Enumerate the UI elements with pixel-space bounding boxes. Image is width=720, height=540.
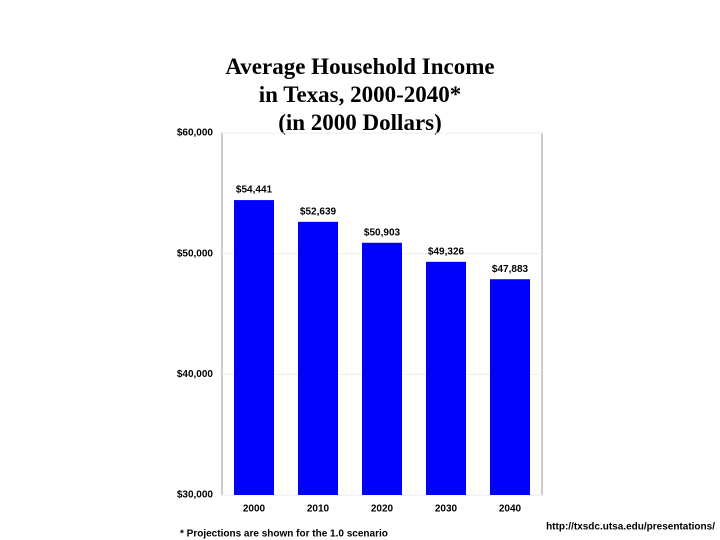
bar xyxy=(234,200,274,495)
bar xyxy=(490,279,530,495)
value-label: $49,326 xyxy=(428,246,465,257)
value-label: $50,903 xyxy=(364,227,401,238)
y-tick-label: $50,000 xyxy=(177,248,214,259)
value-label: $52,639 xyxy=(300,206,337,217)
source: http://txsdc.utsa.edu/presentations/ xyxy=(546,522,715,533)
x-tick-label: 2040 xyxy=(499,504,522,515)
y-tick-label: $30,000 xyxy=(177,490,214,501)
x-tick-label: 2000 xyxy=(243,504,266,515)
chart-title: (in 2000 Dollars) xyxy=(278,110,442,135)
value-label: $47,883 xyxy=(492,264,529,275)
bar xyxy=(426,261,466,495)
y-tick-label: $60,000 xyxy=(177,128,214,139)
x-tick-label: 2010 xyxy=(307,504,330,515)
y-tick-label: $40,000 xyxy=(177,369,214,380)
chart-title: Average Household Income xyxy=(225,54,494,79)
bar xyxy=(298,221,338,495)
footnote: * Projections are shown for the 1.0 scen… xyxy=(180,529,388,540)
x-tick-label: 2030 xyxy=(435,504,458,515)
chart-title: in Texas, 2000-2040* xyxy=(259,82,462,107)
x-tick-label: 2020 xyxy=(371,504,394,515)
value-label: $54,441 xyxy=(236,185,273,196)
bar xyxy=(362,242,402,495)
